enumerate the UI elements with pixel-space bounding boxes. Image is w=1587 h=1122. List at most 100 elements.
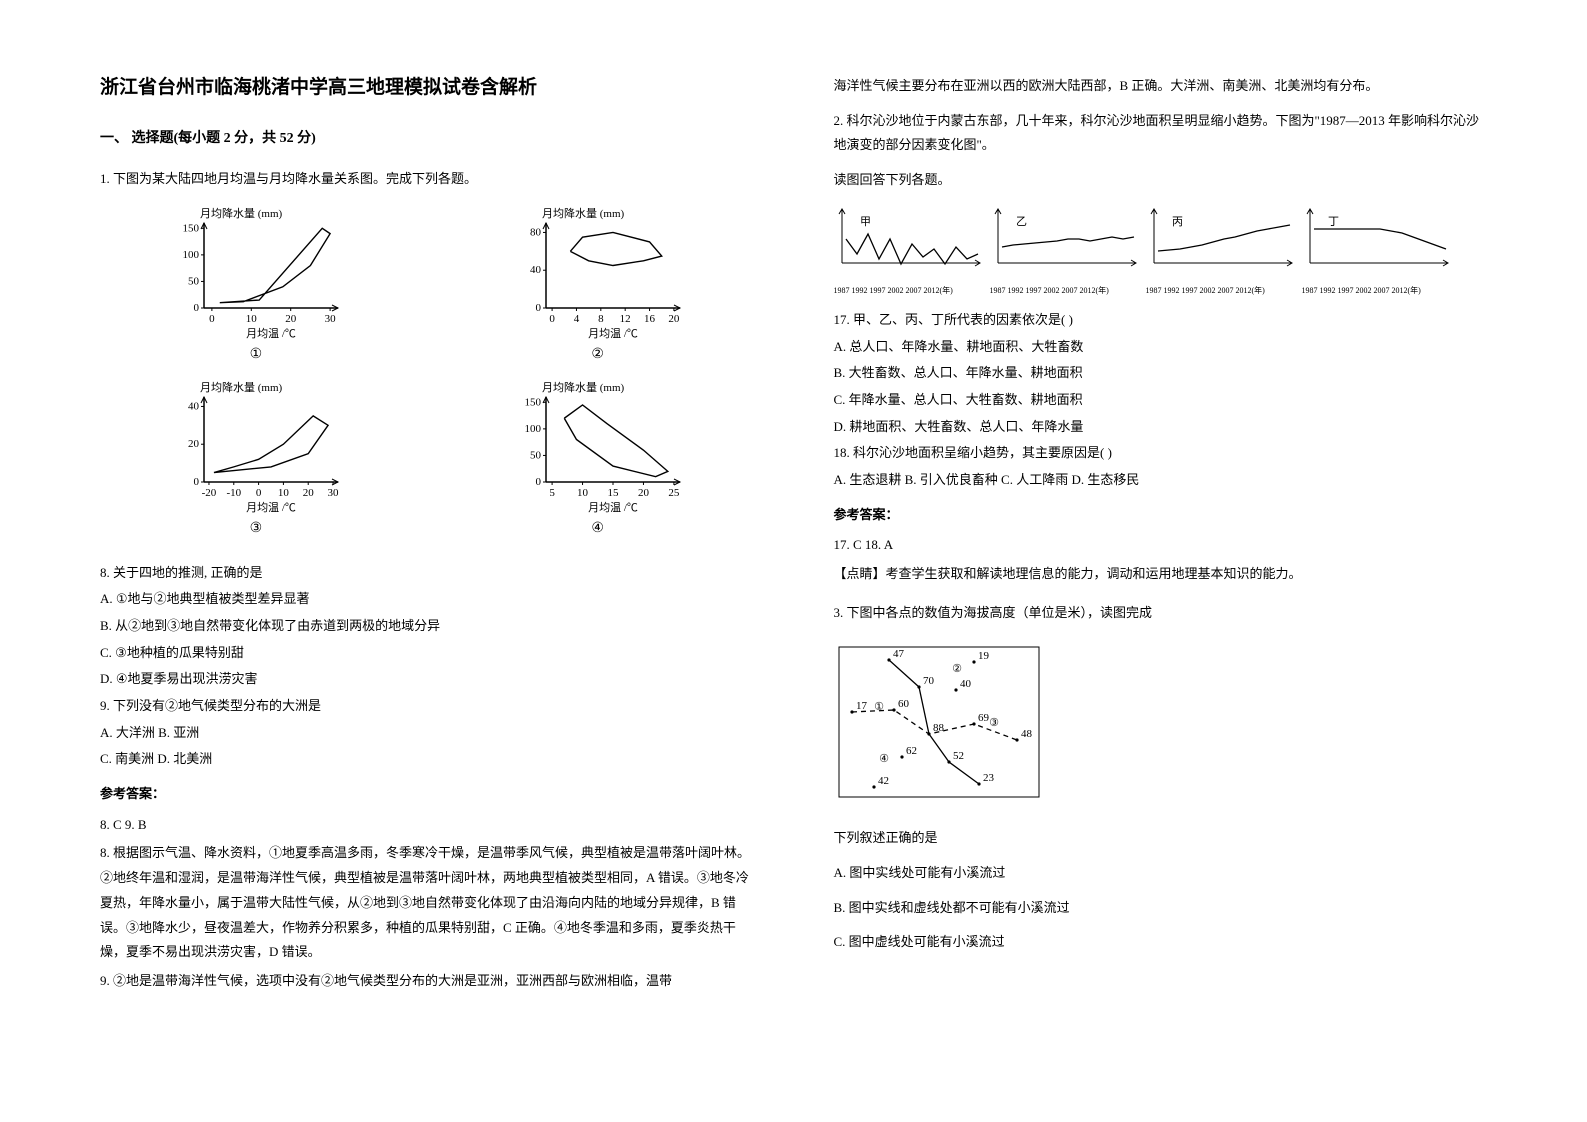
svg-text:50: 50 bbox=[530, 449, 542, 461]
svg-text:甲: 甲 bbox=[860, 216, 871, 228]
svg-text:8: 8 bbox=[598, 313, 604, 325]
svg-text:19: 19 bbox=[978, 650, 990, 662]
q2-answer-label: 参考答案： bbox=[834, 503, 1488, 528]
svg-text:月均降水量 (mm): 月均降水量 (mm) bbox=[200, 380, 283, 394]
svg-text:69: 69 bbox=[978, 712, 990, 724]
q2-answers: 17. C 18. A bbox=[834, 533, 1488, 558]
svg-text:5: 5 bbox=[549, 487, 555, 499]
svg-text:0: 0 bbox=[256, 487, 262, 499]
q2-intro: 2. 科尔沁沙地位于内蒙古东部，几十年来，科尔沁沙地面积呈明显缩小趋势。下图为"… bbox=[834, 109, 1488, 158]
chart-4-label: ④ bbox=[591, 516, 604, 543]
q3-intro: 3. 下图中各点的数值为海拔高度（单位是米），读图完成 bbox=[834, 601, 1488, 626]
svg-text:10: 10 bbox=[278, 487, 290, 499]
svg-text:月均温 /℃: 月均温 /℃ bbox=[246, 501, 296, 514]
timechart-yi: 乙 bbox=[990, 203, 1140, 273]
q8-opt-c: C. ③地种植的瓜果特别甜 bbox=[100, 641, 754, 666]
svg-text:100: 100 bbox=[524, 423, 541, 435]
exam-title: 浙江省台州市临海桃渚中学高三地理模拟试卷含解析 bbox=[100, 70, 754, 106]
q17-opt-b: B. 大牲畜数、总人口、年降水量、耕地面积 bbox=[834, 361, 1488, 386]
q1-charts: 月均降水量 (mm)1501005000102030月均温 /℃① 月均降水量 … bbox=[100, 205, 754, 542]
svg-text:丙: 丙 bbox=[1172, 216, 1183, 228]
svg-text:150: 150 bbox=[182, 223, 199, 235]
svg-text:月均温 /℃: 月均温 /℃ bbox=[588, 327, 638, 340]
svg-text:10: 10 bbox=[246, 313, 258, 325]
tc-xticks-1: 1987 1992 1997 2002 2007 2012(年) bbox=[834, 283, 984, 298]
svg-text:40: 40 bbox=[530, 265, 542, 277]
q3-contour: 47197040176088694862524223①②③④ bbox=[834, 642, 1488, 811]
q3-opt-b: B. 图中实线和虚线处都不可能有小溪流过 bbox=[834, 896, 1488, 921]
q3-opt-c: C. 图中虚线处可能有小溪流过 bbox=[834, 930, 1488, 955]
timechart-jia: 甲 bbox=[834, 203, 984, 273]
svg-text:③: ③ bbox=[989, 717, 999, 729]
q1-answers: 8. C 9. B bbox=[100, 813, 754, 838]
svg-text:40: 40 bbox=[960, 678, 972, 690]
tc-xticks-2: 1987 1992 1997 2002 2007 2012(年) bbox=[990, 283, 1140, 298]
svg-text:月均温 /℃: 月均温 /℃ bbox=[246, 327, 296, 340]
q8-opt-a: A. ①地与②地典型植被类型差异显著 bbox=[100, 587, 754, 612]
tc-xticks-4: 1987 1992 1997 2002 2007 2012(年) bbox=[1302, 283, 1452, 298]
chart-2-label: ② bbox=[591, 342, 604, 369]
svg-text:20: 20 bbox=[188, 438, 200, 450]
svg-text:20: 20 bbox=[285, 313, 297, 325]
q8-explain: 8. 根据图示气温、降水资料，①地夏季高温多雨，冬季寒冷干燥，是温带季风气候，典… bbox=[100, 841, 754, 964]
svg-text:30: 30 bbox=[327, 487, 339, 499]
timechart-xticks-row: 1987 1992 1997 2002 2007 2012(年) 1987 19… bbox=[834, 283, 1488, 298]
svg-text:月均降水量 (mm): 月均降水量 (mm) bbox=[542, 380, 625, 394]
chart-2: 月均降水量 (mm)80400048121620月均温 /℃② bbox=[442, 205, 754, 369]
q1-answer-label: 参考答案： bbox=[100, 782, 754, 807]
q8-opt-b: B. 从②地到③地自然带变化体现了由赤道到两极的地域分异 bbox=[100, 614, 754, 639]
svg-text:0: 0 bbox=[193, 476, 199, 488]
right-column: 海洋性气候主要分布在亚洲以西的欧洲大陆西部，B 正确。大洋洲、南美洲、北美洲均有… bbox=[834, 70, 1488, 1052]
svg-text:20: 20 bbox=[303, 487, 315, 499]
q17-opt-c: C. 年降水量、总人口、大牲畜数、耕地面积 bbox=[834, 388, 1488, 413]
left-column: 浙江省台州市临海桃渚中学高三地理模拟试卷含解析 一、 选择题(每小题 2 分，共… bbox=[100, 70, 754, 1052]
svg-text:0: 0 bbox=[549, 313, 555, 325]
svg-text:50: 50 bbox=[188, 276, 200, 288]
svg-text:丁: 丁 bbox=[1328, 216, 1339, 228]
svg-text:0: 0 bbox=[535, 476, 541, 488]
svg-text:60: 60 bbox=[898, 698, 910, 710]
svg-text:40: 40 bbox=[188, 400, 200, 412]
q17-opt-d: D. 耕地面积、大牲畜数、总人口、年降水量 bbox=[834, 415, 1488, 440]
q9-explain: 9. ②地是温带海洋性气候，选项中没有②地气候类型分布的大洲是亚洲，亚洲西部与欧… bbox=[100, 969, 754, 994]
svg-text:4: 4 bbox=[573, 313, 579, 325]
svg-text:100: 100 bbox=[182, 249, 199, 261]
q9-stem: 9. 下列没有②地气候类型分布的大洲是 bbox=[100, 694, 754, 719]
q3-stem: 下列叙述正确的是 bbox=[834, 826, 1488, 851]
svg-text:42: 42 bbox=[878, 775, 889, 787]
svg-text:48: 48 bbox=[1021, 728, 1033, 740]
q2-explain: 【点睛】考查学生获取和解读地理信息的能力，调动和运用地理基本知识的能力。 bbox=[834, 562, 1488, 587]
svg-text:②: ② bbox=[952, 663, 962, 675]
svg-text:70: 70 bbox=[923, 675, 935, 687]
q2-timecharts: 甲 乙 丙 丁 bbox=[834, 203, 1488, 273]
q18-stem: 18. 科尔沁沙地面积呈缩小趋势，其主要原因是( ) bbox=[834, 441, 1488, 466]
svg-text:0: 0 bbox=[535, 302, 541, 314]
svg-text:23: 23 bbox=[983, 772, 995, 784]
q8-stem: 8. 关于四地的推测, 正确的是 bbox=[100, 561, 754, 586]
svg-text:-10: -10 bbox=[226, 487, 241, 499]
q2-read: 读图回答下列各题。 bbox=[834, 168, 1488, 193]
svg-text:12: 12 bbox=[619, 313, 630, 325]
col2-continuation: 海洋性气候主要分布在亚洲以西的欧洲大陆西部，B 正确。大洋洲、南美洲、北美洲均有… bbox=[834, 74, 1488, 99]
timechart-bing: 丙 bbox=[1146, 203, 1296, 273]
svg-text:52: 52 bbox=[953, 750, 964, 762]
svg-text:乙: 乙 bbox=[1016, 215, 1027, 228]
svg-text:20: 20 bbox=[638, 487, 650, 499]
svg-text:20: 20 bbox=[668, 313, 680, 325]
q1-intro: 1. 下图为某大陆四地月均温与月均降水量关系图。完成下列各题。 bbox=[100, 167, 754, 192]
svg-text:0: 0 bbox=[209, 313, 215, 325]
svg-text:-20: -20 bbox=[202, 487, 217, 499]
q17-opt-a: A. 总人口、年降水量、耕地面积、大牲畜数 bbox=[834, 335, 1488, 360]
svg-text:月均温 /℃: 月均温 /℃ bbox=[588, 501, 638, 514]
svg-text:80: 80 bbox=[530, 227, 542, 239]
q9-opts-row2: C. 南美洲 D. 北美洲 bbox=[100, 747, 754, 772]
chart-3: 月均降水量 (mm)40200-20-100102030月均温 /℃③ bbox=[100, 379, 412, 543]
svg-text:④: ④ bbox=[879, 753, 889, 765]
svg-text:30: 30 bbox=[324, 313, 336, 325]
q8-opt-d: D. ④地夏季易出现洪涝灾害 bbox=[100, 667, 754, 692]
svg-text:0: 0 bbox=[193, 302, 199, 314]
svg-text:17: 17 bbox=[856, 700, 868, 712]
chart-4: 月均降水量 (mm)150100500510152025月均温 /℃④ bbox=[442, 379, 754, 543]
svg-text:150: 150 bbox=[524, 396, 541, 408]
q3-opt-a: A. 图中实线处可能有小溪流过 bbox=[834, 861, 1488, 886]
